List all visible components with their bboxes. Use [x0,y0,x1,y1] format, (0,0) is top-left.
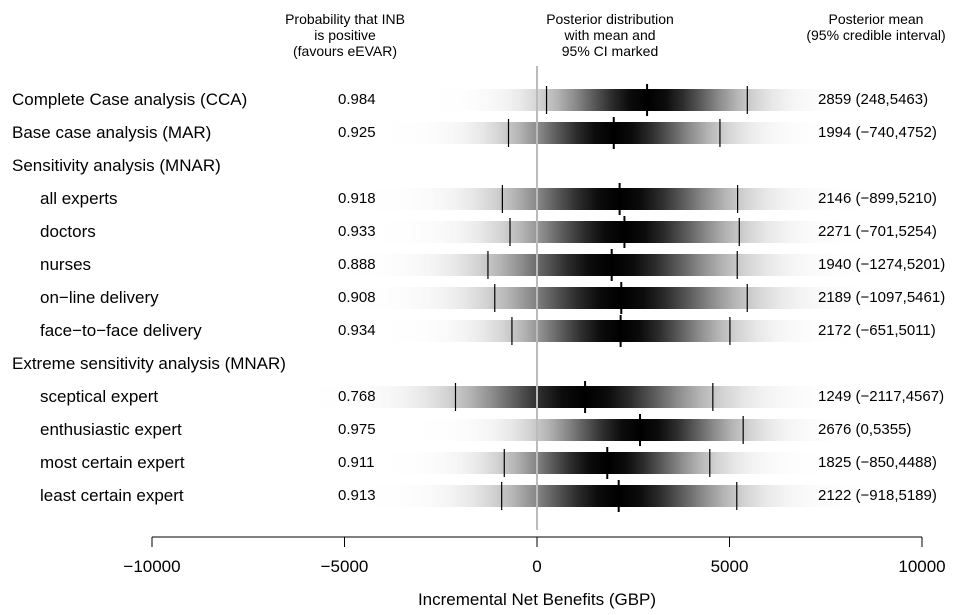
x-tick-label: −5000 [320,557,369,576]
row-label: face−to−face delivery [40,321,202,340]
probability-value: 0.768 [338,388,376,405]
row-label: nurses [40,255,92,274]
probability-value: 0.975 [338,421,376,438]
posterior-mean-ci: 2271 (−701,5254) [818,223,937,240]
posterior-mean-ci: 1994 (−740,4752) [818,124,937,141]
header-probability-line-3: (favours eEVAR) [293,43,397,59]
probability-value: 0.925 [338,124,376,141]
posterior-mean-ci: 2172 (−651,5011) [818,322,936,339]
probability-value: 0.911 [338,454,375,471]
row-label: on−line delivery [40,288,159,307]
header-mean-line-1: Posterior mean [828,11,924,27]
x-tick-label: 0 [532,557,542,576]
header-mean: Posterior mean (95% credible interval) [786,11,966,43]
posterior-mean-ci: 2859 (248,5463) [818,91,929,108]
probability-value: 0.888 [338,256,376,273]
posterior-mean-ci: 2146 (−899,5210) [818,190,937,207]
probability-value: 0.984 [338,91,376,108]
header-probability-line-1: Probability that INB [285,11,405,27]
section-heading: Extreme sensitivity analysis (MNAR) [12,354,286,373]
posterior-mean-ci: 2676 (0,5355) [818,421,912,438]
x-tick-label: −10000 [123,557,181,576]
row-label: doctors [40,222,96,241]
header-distribution: Posterior distribution with mean and 95%… [510,11,710,59]
row-label: sceptical expert [40,387,159,406]
posterior-mean-ci: 2122 (−918,5189) [818,487,937,504]
x-axis-label: Incremental Net Benefits (GBP) [417,590,657,609]
row-label: all experts [40,189,118,208]
row-label: Complete Case analysis (CCA) [12,90,248,109]
probability-value: 0.933 [338,223,376,240]
posterior-mean-ci: 1940 (−1274,5201) [818,256,946,273]
probability-value: 0.918 [338,190,376,207]
x-tick-label: 10000 [898,557,946,576]
header-distribution-line-2: with mean and [564,27,656,43]
probability-value: 0.934 [338,322,376,339]
row-label: most certain expert [40,453,185,472]
header-probability: Probability that INB is positive (favour… [250,11,440,59]
probability-value: 0.913 [338,487,376,504]
posterior-mean-ci: 1249 (−2117,4567) [818,388,945,405]
section-heading: Sensitivity analysis (MNAR) [12,156,221,175]
row-label: least certain expert [40,486,184,505]
header-probability-line-2: is positive [314,27,376,43]
header-distribution-line-1: Posterior distribution [546,11,674,27]
header-distribution-line-3: 95% CI marked [561,43,659,59]
row-label: enthusiastic expert [40,420,182,439]
probability-value: 0.908 [338,289,376,306]
posterior-mean-ci: 1825 (−850,4488) [818,454,937,471]
x-tick-label: 5000 [710,557,749,576]
header-mean-line-2: (95% credible interval) [806,27,946,43]
posterior-mean-ci: 2189 (−1097,5461) [818,289,946,306]
row-label: Base case analysis (MAR) [12,123,212,142]
